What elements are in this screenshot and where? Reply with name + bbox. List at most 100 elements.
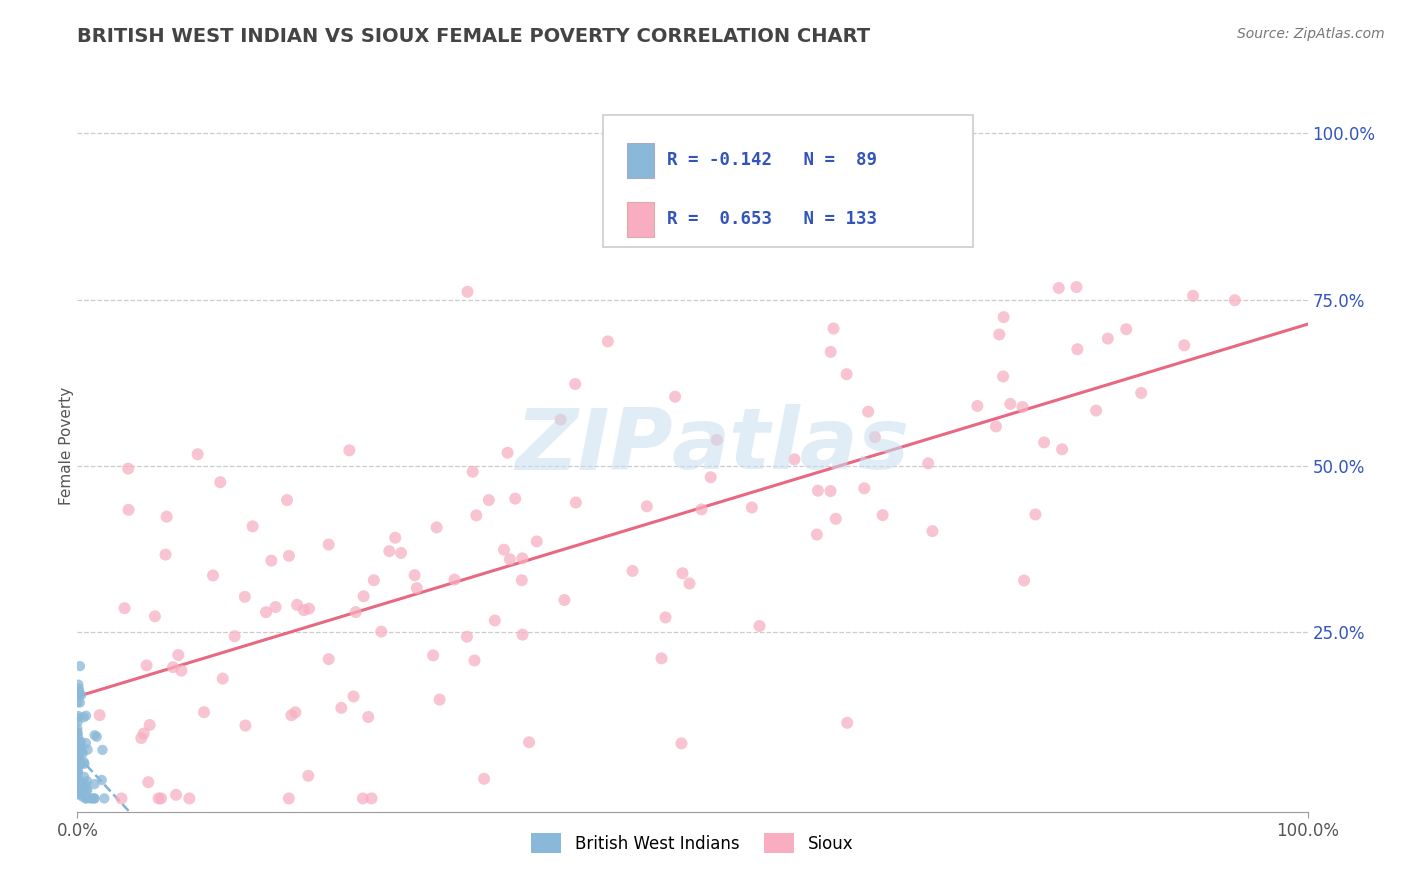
Point xyxy=(72,744,94,758)
Point xyxy=(1012,574,1035,588)
Point xyxy=(783,452,806,467)
Point xyxy=(66,741,89,756)
Point xyxy=(67,709,90,723)
Point xyxy=(66,722,89,736)
Point xyxy=(457,285,479,299)
Point xyxy=(993,310,1015,325)
Point xyxy=(89,708,111,723)
Point xyxy=(503,491,526,506)
Point xyxy=(67,678,90,692)
Point xyxy=(93,791,115,805)
Point xyxy=(671,736,693,750)
Point xyxy=(917,456,939,470)
Point xyxy=(67,785,90,799)
Point xyxy=(820,484,842,499)
Text: ZIP: ZIP xyxy=(515,404,673,488)
Point xyxy=(298,601,321,615)
Point xyxy=(297,769,319,783)
Point xyxy=(706,433,728,447)
Point xyxy=(73,756,96,770)
Point xyxy=(1130,386,1153,401)
Point xyxy=(143,609,166,624)
Point xyxy=(138,718,160,732)
Point xyxy=(512,627,534,641)
Point xyxy=(1024,508,1046,522)
Point xyxy=(70,783,93,797)
Point xyxy=(66,714,89,729)
Point xyxy=(209,475,232,490)
Point xyxy=(73,770,96,784)
Point xyxy=(517,735,540,749)
Point xyxy=(1097,332,1119,346)
Point xyxy=(135,658,157,673)
Point xyxy=(117,461,139,475)
Point xyxy=(370,624,392,639)
Point xyxy=(621,564,644,578)
Point xyxy=(1085,403,1108,417)
Point xyxy=(66,735,89,749)
Point xyxy=(67,757,90,772)
Point xyxy=(596,334,619,349)
Y-axis label: Female Poverty: Female Poverty xyxy=(59,387,73,505)
Point xyxy=(404,568,426,582)
Point xyxy=(806,527,828,541)
Point xyxy=(292,603,315,617)
Point xyxy=(67,744,90,758)
Point xyxy=(233,590,256,604)
Point xyxy=(69,736,91,750)
Point xyxy=(636,500,658,514)
Point xyxy=(69,739,91,753)
Point xyxy=(285,598,308,612)
Point xyxy=(132,726,155,740)
Point xyxy=(472,772,495,786)
Point xyxy=(863,430,886,444)
Point xyxy=(66,764,89,778)
Point xyxy=(72,710,94,724)
Point xyxy=(67,731,90,745)
Point xyxy=(66,787,89,801)
Point xyxy=(1000,397,1022,411)
Text: R =  0.653   N = 133: R = 0.653 N = 133 xyxy=(666,211,876,228)
Point xyxy=(499,552,522,566)
Point xyxy=(66,782,89,797)
Point xyxy=(91,743,114,757)
Point xyxy=(66,735,89,749)
Point xyxy=(389,546,412,560)
Point xyxy=(75,736,97,750)
Point xyxy=(150,791,173,805)
Point xyxy=(114,601,136,615)
Point xyxy=(66,725,89,739)
Point xyxy=(823,321,845,335)
Point xyxy=(357,710,380,724)
Point xyxy=(1047,281,1070,295)
Point xyxy=(484,614,506,628)
Point xyxy=(73,777,96,791)
Point xyxy=(187,447,209,461)
Point xyxy=(67,787,90,801)
Point xyxy=(461,465,484,479)
Point xyxy=(70,780,93,794)
Point xyxy=(66,739,89,754)
Point xyxy=(86,730,108,744)
Point xyxy=(67,739,90,754)
Point xyxy=(1066,343,1088,357)
Point xyxy=(75,791,97,805)
Point xyxy=(117,503,139,517)
Point xyxy=(352,791,374,805)
Point xyxy=(260,554,283,568)
Point xyxy=(1011,400,1033,414)
Point xyxy=(67,774,90,789)
Point xyxy=(664,390,686,404)
Point xyxy=(72,778,94,792)
Point xyxy=(69,659,91,673)
Point xyxy=(699,470,721,484)
Point xyxy=(264,600,287,615)
Point xyxy=(564,377,586,392)
Point xyxy=(405,581,427,595)
Point xyxy=(478,493,501,508)
Point xyxy=(988,327,1011,342)
Point xyxy=(853,481,876,495)
Point xyxy=(211,672,233,686)
Point xyxy=(66,757,89,772)
Point xyxy=(443,573,465,587)
